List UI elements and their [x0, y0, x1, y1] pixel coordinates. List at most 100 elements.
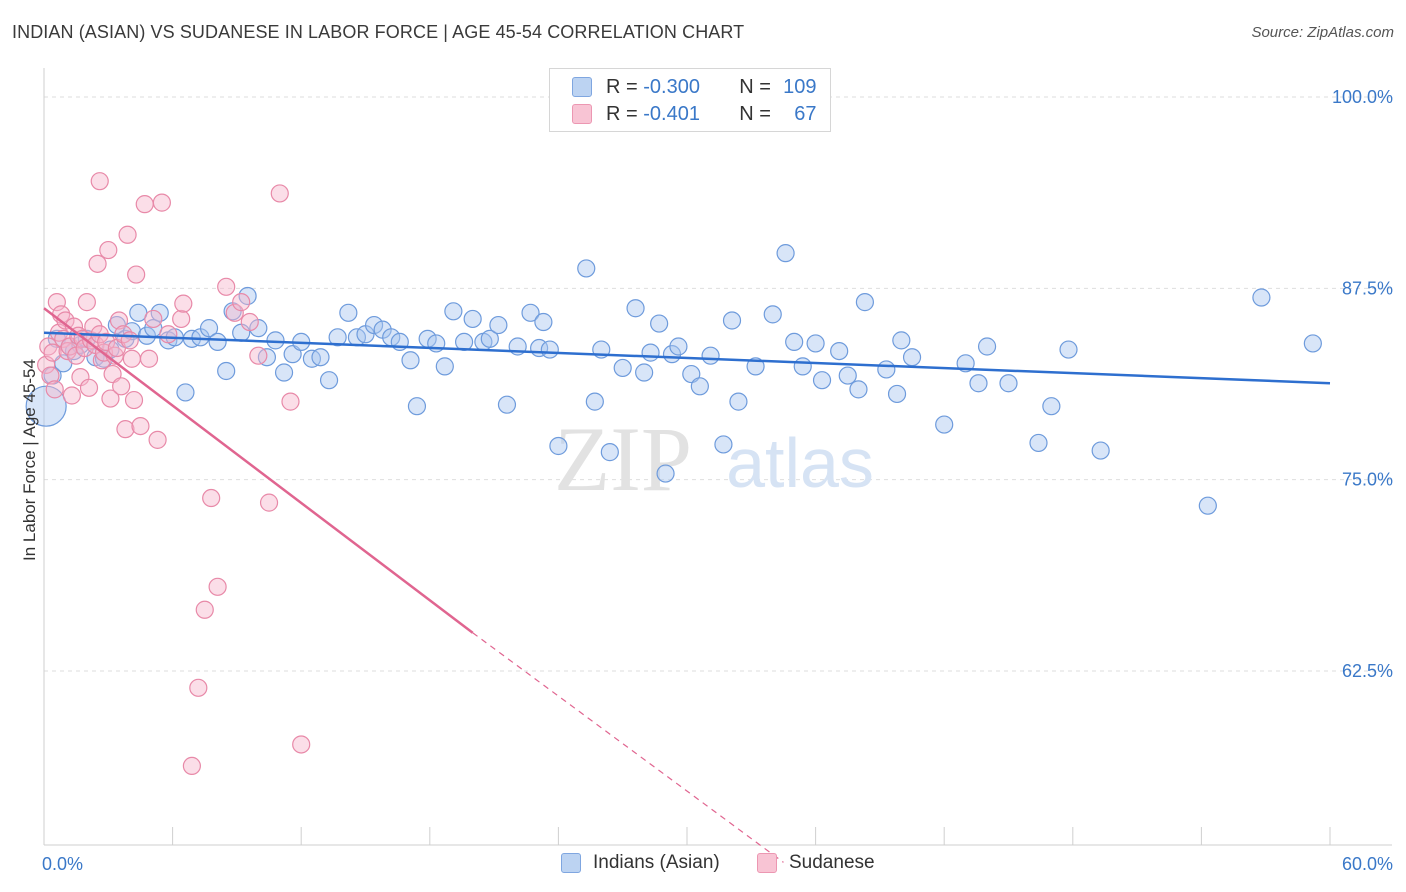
legend-swatch-blue	[561, 853, 581, 873]
data-point-sudanese	[131, 416, 150, 436]
data-point-sudanese	[135, 195, 154, 214]
data-point-indians	[339, 303, 358, 322]
data-point-indians	[902, 348, 922, 367]
data-point-indians	[626, 299, 645, 318]
legend-swatch-pink	[572, 104, 592, 124]
data-point-sudanese	[182, 756, 201, 776]
grid-lines	[44, 96, 1392, 672]
y-tick-label: 100.0%	[1332, 87, 1393, 107]
r-label: R =	[606, 102, 638, 125]
legend-row-sudanese: R = -0.401 N = 67	[572, 101, 817, 127]
data-point-indians	[364, 315, 384, 335]
correlation-legend: R = -0.300 N = 109 R = -0.401 N = 67	[549, 68, 831, 132]
y-tick-label: 62.5%	[1342, 661, 1393, 681]
data-point-sudanese	[124, 390, 144, 410]
source-label: Source: ZipAtlas.com	[1251, 24, 1394, 41]
data-point-sudanese	[45, 380, 64, 399]
trend-lines	[43, 307, 1331, 863]
data-point-sudanese	[240, 312, 259, 332]
data-point-sudanese	[101, 389, 120, 408]
data-point-sudanese	[217, 277, 236, 296]
data-point-indians	[838, 366, 857, 385]
data-point-indians	[435, 357, 454, 376]
trend-line-indians	[43, 331, 1331, 385]
data-point-sudanese	[225, 303, 244, 322]
data-point-indians	[635, 363, 654, 382]
trend-line-sudanese-extension	[472, 632, 784, 863]
data-point-indians	[935, 415, 954, 434]
watermark-atlas: atlas	[726, 424, 874, 502]
data-point-indians	[401, 351, 420, 370]
data-point-indians	[463, 309, 482, 329]
legend-item-sudanese[interactable]: Sudanese	[757, 852, 875, 874]
data-point-indians	[714, 435, 733, 454]
data-point-indians	[1198, 496, 1217, 515]
data-point-indians	[977, 337, 997, 356]
data-point-indians	[521, 303, 540, 322]
data-point-sudanese	[270, 184, 289, 203]
data-point-indians	[849, 380, 868, 399]
data-point-indians	[25, 385, 67, 427]
data-point-sudanese	[172, 309, 191, 329]
data-point-sudanese	[99, 240, 118, 260]
data-point-sudanese	[79, 378, 99, 397]
legend-item-indians[interactable]: Indians (Asian)	[561, 852, 720, 874]
data-point-indians	[444, 302, 463, 321]
data-point-sudanese	[88, 254, 107, 273]
data-point-indians	[1303, 334, 1322, 353]
y-axis-label: In Labor Force | Age 45-54	[20, 359, 39, 561]
data-point-indians	[969, 374, 988, 393]
legend-swatch-blue	[572, 77, 592, 97]
data-point-indians	[729, 392, 748, 411]
data-point-sudanese	[139, 349, 159, 368]
watermark: ZIP atlas	[554, 408, 874, 510]
data-point-indians	[746, 357, 765, 376]
watermark-zip: ZIP	[554, 408, 692, 510]
data-point-sudanese	[232, 293, 251, 312]
data-point-indians	[208, 332, 227, 352]
data-point-indians	[1059, 340, 1078, 359]
data-point-indians	[274, 363, 294, 382]
data-point-sudanese	[109, 311, 129, 330]
data-point-indians	[776, 244, 795, 263]
data-point-indians	[497, 395, 517, 414]
x-tick-label: 0.0%	[42, 854, 83, 874]
data-point-sudanese	[122, 349, 141, 368]
chart-title: INDIAN (ASIAN) VS SUDANESE IN LABOR FORC…	[12, 22, 745, 42]
data-point-sudanese	[97, 332, 116, 352]
data-point-sudanese	[127, 265, 146, 284]
data-point-indians	[489, 315, 508, 335]
data-point-indians	[549, 436, 568, 456]
data-point-indians	[600, 443, 619, 462]
legend-label: Indians (Asian)	[593, 852, 720, 873]
data-point-indians	[1042, 397, 1061, 416]
legend-label: Sudanese	[789, 852, 875, 873]
r-value: -0.300	[643, 75, 700, 98]
series-sudanese	[37, 172, 311, 776]
data-point-indians	[877, 360, 896, 379]
x-tick-label: 60.0%	[1342, 854, 1393, 874]
data-point-sudanese	[144, 309, 163, 329]
data-point-indians	[534, 312, 553, 332]
data-point-indians	[701, 346, 720, 365]
data-point-indians	[319, 371, 339, 390]
data-point-indians	[1091, 441, 1110, 460]
data-point-indians	[540, 340, 559, 359]
n-label: N =	[739, 75, 771, 98]
data-point-indians	[812, 371, 832, 390]
data-point-sudanese	[208, 577, 227, 596]
n-value: 109	[783, 75, 817, 98]
series-indians-asian	[25, 244, 1322, 515]
legend-row-indians: R = -0.300 N = 109	[572, 74, 817, 100]
data-point-sudanese	[292, 735, 311, 754]
data-point-sudanese	[189, 678, 208, 697]
data-point-indians	[656, 464, 675, 483]
r-value: -0.401	[643, 102, 700, 125]
data-point-indians	[577, 259, 596, 278]
data-point-indians	[176, 383, 195, 402]
data-point-indians	[722, 311, 742, 330]
data-point-indians	[793, 357, 812, 376]
data-point-sudanese	[41, 366, 60, 385]
data-point-indians	[217, 361, 236, 381]
